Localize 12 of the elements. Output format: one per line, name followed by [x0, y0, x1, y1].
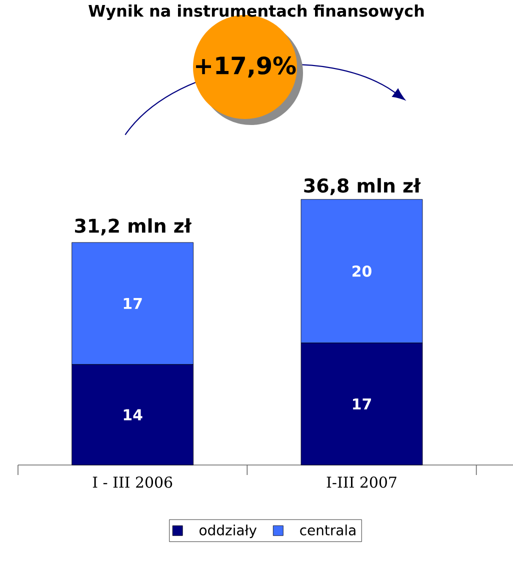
legend-label: centrala	[300, 524, 356, 536]
legend-label: oddziały	[200, 524, 257, 538]
annotation: 31,2 mln zł	[75, 218, 192, 236]
text: +17,9%	[196, 56, 296, 78]
annotation: 36,8 mln zł	[304, 178, 421, 196]
chart-title: Wynik na instrumentach finansowych	[88, 4, 424, 20]
data-label: 17	[353, 398, 371, 410]
data-label: 20	[352, 266, 372, 277]
x-tick-label: I - III 2006	[92, 476, 172, 488]
data-label: 17	[124, 298, 142, 309]
x-tick-label: I-III 2007	[326, 476, 396, 488]
data-label: 14	[124, 409, 142, 420]
